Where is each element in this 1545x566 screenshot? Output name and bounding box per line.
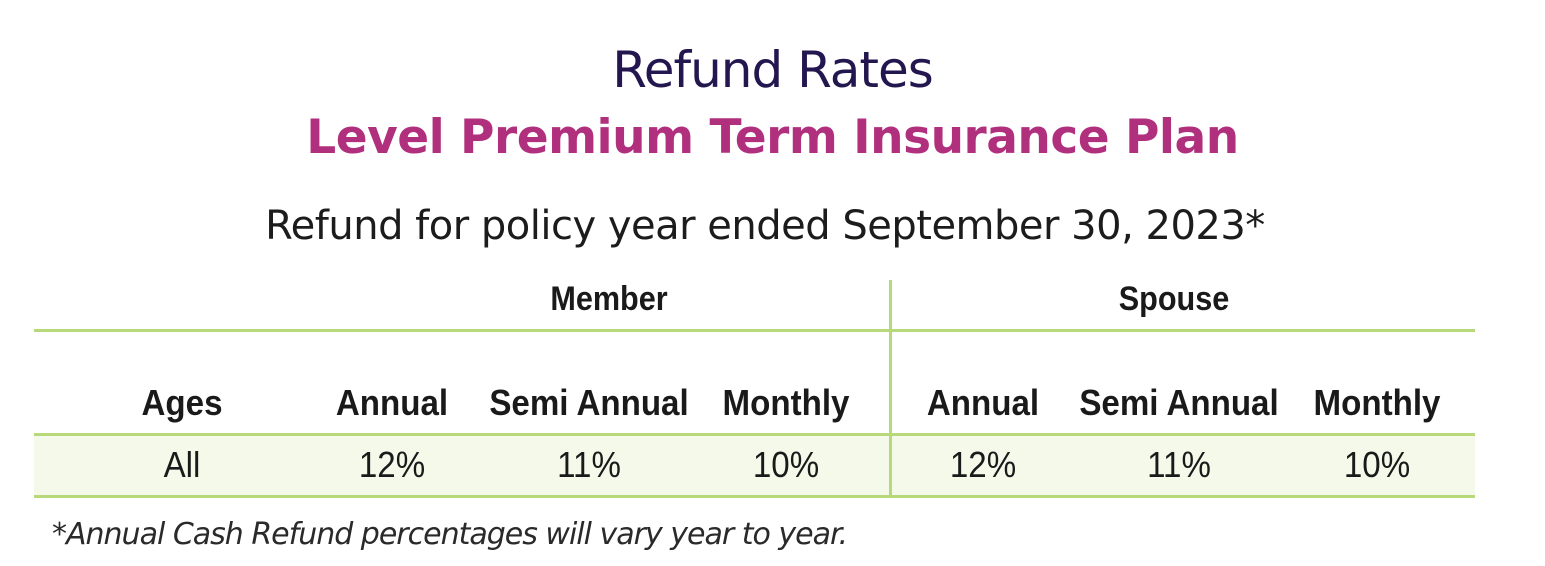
page-title: Refund Rates (612, 41, 934, 99)
cell-member-semi-annual: 11% (557, 444, 621, 485)
column-header-rule (34, 433, 1475, 436)
refund-rates-table: Member Spouse Ages Annual Semi Annual Mo… (34, 280, 1475, 498)
column-header-member-semi-annual: Semi Annual (489, 382, 689, 423)
plan-subtitle: Level Premium Term Insurance Plan (306, 110, 1239, 165)
column-header-spouse-monthly: Monthly (1313, 382, 1441, 423)
group-header-member: Member (550, 280, 668, 318)
column-header-spouse-annual: Annual (926, 382, 1040, 423)
cell-spouse-annual: 12% (949, 444, 1017, 485)
cell-member-monthly: 10% (752, 444, 820, 485)
policy-year-caption: Refund for policy year ended September 3… (265, 203, 1265, 249)
column-header-ages: Ages (141, 382, 223, 423)
cell-ages: All (163, 444, 201, 485)
data-row-background (34, 436, 1475, 496)
column-header-member-monthly: Monthly (722, 382, 850, 423)
table-bottom-rule (34, 495, 1475, 498)
column-header-spouse-semi-annual: Semi Annual (1079, 382, 1279, 423)
cell-member-annual: 12% (358, 444, 426, 485)
column-header-member-annual: Annual (335, 382, 449, 423)
group-header-spouse: Spouse (1118, 280, 1230, 318)
cell-spouse-semi-annual: 11% (1147, 444, 1211, 485)
group-divider (889, 280, 892, 498)
cell-spouse-monthly: 10% (1343, 444, 1411, 485)
footnote: *Annual Cash Refund percentages will var… (52, 517, 848, 552)
group-header-rule (34, 329, 1475, 332)
